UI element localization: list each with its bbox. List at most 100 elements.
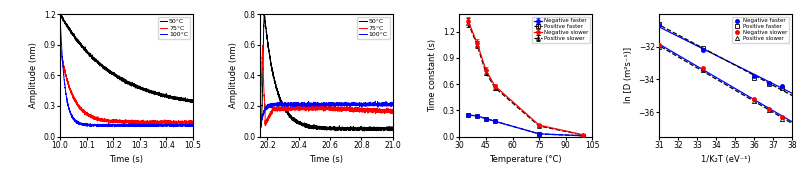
75°C bbox=[388, 110, 398, 112]
75°C bbox=[106, 119, 116, 121]
75°C bbox=[70, 100, 80, 102]
Positive faster bbox=[778, 86, 787, 89]
50°C bbox=[384, 128, 394, 130]
75°C bbox=[261, 125, 270, 127]
Line: 75°C: 75°C bbox=[260, 45, 393, 126]
50°C bbox=[186, 102, 196, 104]
Positive faster bbox=[764, 83, 774, 85]
75°C bbox=[351, 110, 361, 112]
Line: 75°C: 75°C bbox=[60, 45, 193, 125]
75°C bbox=[112, 119, 122, 121]
Line: 100°C: 100°C bbox=[260, 101, 393, 135]
75°C bbox=[258, 44, 267, 46]
75°C bbox=[55, 44, 65, 47]
Legend: 50°C, 75°C, 100°C: 50°C, 75°C, 100°C bbox=[158, 17, 190, 39]
X-axis label: Temperature (°C): Temperature (°C) bbox=[490, 155, 562, 164]
75°C bbox=[311, 106, 321, 108]
Line: 50°C: 50°C bbox=[260, 14, 393, 131]
75°C bbox=[188, 122, 198, 124]
Legend: 50°C, 75°C, 100°C: 50°C, 75°C, 100°C bbox=[358, 17, 390, 39]
Positive faster bbox=[654, 23, 664, 25]
Positive slower bbox=[778, 117, 787, 120]
Line: 100°C: 100°C bbox=[60, 16, 193, 127]
50°C bbox=[360, 130, 370, 132]
100°C bbox=[312, 103, 322, 105]
X-axis label: Time (s): Time (s) bbox=[309, 155, 343, 164]
50°C bbox=[351, 128, 361, 130]
50°C bbox=[378, 127, 387, 129]
50°C bbox=[312, 128, 322, 130]
100°C bbox=[55, 15, 65, 17]
100°C bbox=[186, 124, 195, 126]
Legend: Negative faster, Positive faster, Negative slower, Positive slower: Negative faster, Positive faster, Negati… bbox=[532, 17, 590, 43]
75°C bbox=[255, 121, 265, 123]
100°C bbox=[106, 124, 116, 126]
50°C bbox=[188, 101, 198, 103]
50°C bbox=[186, 100, 195, 102]
50°C bbox=[259, 13, 269, 15]
Y-axis label: Time constant (s): Time constant (s) bbox=[429, 39, 438, 112]
100°C bbox=[112, 124, 122, 126]
50°C bbox=[70, 37, 80, 39]
100°C bbox=[171, 124, 181, 127]
Line: Negative slower: Negative slower bbox=[657, 43, 785, 119]
Line: Negative faster: Negative faster bbox=[657, 23, 785, 88]
Y-axis label: Amplitude (nm): Amplitude (nm) bbox=[229, 42, 238, 108]
Negative slower bbox=[698, 67, 707, 69]
50°C bbox=[388, 127, 398, 130]
75°C bbox=[171, 121, 181, 123]
X-axis label: 1/K₂T (eV⁻¹): 1/K₂T (eV⁻¹) bbox=[701, 155, 750, 164]
Negative faster bbox=[749, 75, 758, 77]
Negative faster bbox=[778, 85, 787, 87]
Negative slower bbox=[749, 98, 758, 100]
75°C bbox=[318, 107, 328, 109]
75°C bbox=[384, 109, 394, 111]
Negative slower bbox=[778, 116, 787, 118]
100°C bbox=[70, 120, 80, 122]
Line: Positive faster: Positive faster bbox=[657, 22, 785, 90]
75°C bbox=[312, 106, 322, 108]
50°C bbox=[55, 12, 65, 14]
Y-axis label: Amplitude (nm): Amplitude (nm) bbox=[29, 42, 38, 108]
100°C bbox=[169, 126, 178, 128]
75°C bbox=[186, 122, 195, 124]
100°C bbox=[351, 103, 361, 105]
75°C bbox=[55, 44, 65, 46]
50°C bbox=[78, 45, 88, 47]
75°C bbox=[153, 124, 162, 126]
75°C bbox=[378, 110, 387, 112]
100°C bbox=[388, 104, 398, 106]
50°C bbox=[255, 127, 265, 129]
Negative faster bbox=[698, 49, 707, 51]
100°C bbox=[318, 103, 328, 105]
Negative faster bbox=[654, 24, 664, 26]
Negative slower bbox=[654, 44, 664, 46]
100°C bbox=[370, 100, 380, 102]
100°C bbox=[188, 124, 198, 126]
100°C bbox=[255, 134, 265, 136]
Positive slower bbox=[654, 46, 664, 48]
Positive slower bbox=[698, 68, 707, 71]
Negative slower bbox=[764, 108, 774, 110]
100°C bbox=[310, 103, 320, 105]
Legend: Negative faster, Positive faster, Negative slower, Positive slower: Negative faster, Positive faster, Negati… bbox=[731, 17, 790, 43]
50°C bbox=[112, 75, 122, 77]
50°C bbox=[106, 72, 116, 74]
75°C bbox=[78, 109, 88, 111]
Positive slower bbox=[749, 100, 758, 102]
Y-axis label: ln [D (m²s⁻¹)]: ln [D (m²s⁻¹)] bbox=[624, 47, 633, 103]
Positive faster bbox=[698, 47, 707, 49]
X-axis label: Time (s): Time (s) bbox=[110, 155, 143, 164]
50°C bbox=[310, 127, 320, 129]
Negative faster bbox=[764, 82, 774, 84]
Positive slower bbox=[764, 109, 774, 111]
100°C bbox=[384, 104, 394, 106]
100°C bbox=[255, 132, 265, 135]
Line: 50°C: 50°C bbox=[60, 13, 193, 103]
Positive faster bbox=[749, 77, 758, 79]
Line: Positive slower: Positive slower bbox=[657, 45, 785, 121]
50°C bbox=[171, 98, 181, 100]
50°C bbox=[318, 128, 328, 130]
100°C bbox=[378, 103, 387, 105]
100°C bbox=[78, 124, 88, 126]
